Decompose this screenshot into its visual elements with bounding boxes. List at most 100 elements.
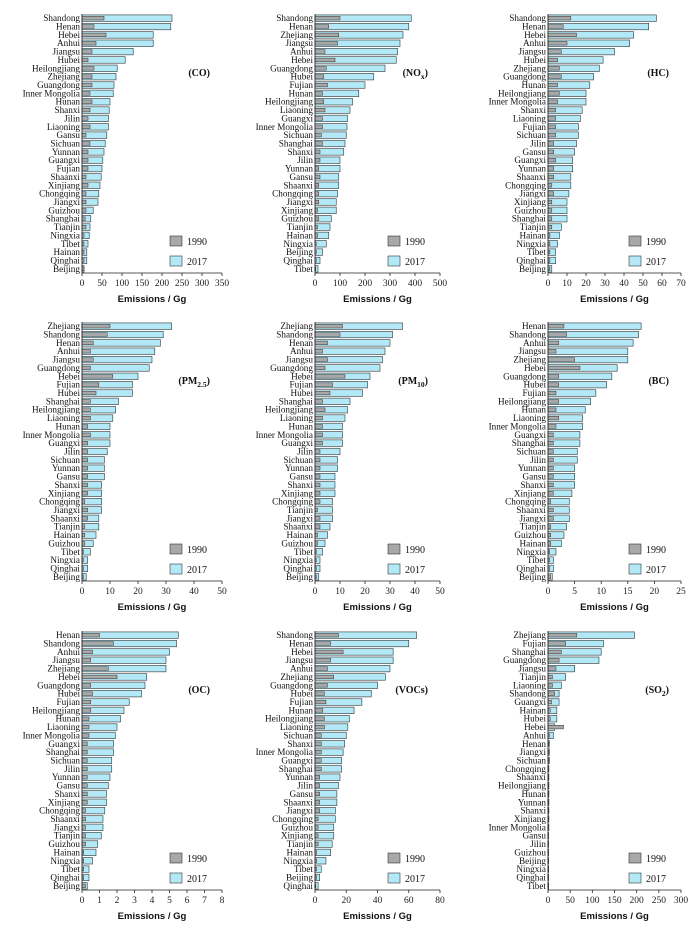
bar-1990 (314, 699, 327, 705)
bar-1990 (547, 683, 553, 688)
category-label: Gansu (57, 781, 81, 791)
bar-1990 (314, 441, 323, 446)
category-label: Hunan (289, 705, 314, 715)
category-label: Shaanxi (516, 172, 546, 182)
category-label: Qinghai (50, 872, 80, 882)
category-label: Shandong (43, 330, 80, 340)
category-label: Shanxi (54, 105, 80, 115)
category-label: Jilin (530, 139, 546, 149)
category-label: Hubei (524, 714, 547, 724)
bar-1990 (314, 66, 327, 71)
x-tick-label: 30 (385, 587, 395, 597)
chart-title-end: ) (666, 685, 669, 696)
bar-1990 (547, 91, 560, 96)
category-label: Chongqing (39, 497, 80, 507)
category-label: Shanghai (279, 396, 314, 406)
category-label: Guangxi (281, 438, 313, 448)
category-label: Henan (522, 739, 546, 749)
bar-1990 (547, 491, 554, 496)
category-label: Hebei (524, 722, 546, 732)
category-label: Shandong (43, 13, 80, 23)
bar-1990 (81, 340, 94, 345)
legend-swatch-1990 (628, 543, 642, 555)
bar-1990 (314, 166, 319, 171)
bar-1990 (314, 683, 328, 688)
category-label: Guangdong (37, 80, 80, 90)
category-label: Yunnan (285, 463, 313, 473)
legend-label-2017: 2017 (646, 874, 666, 885)
category-label: Inner Mongolia (23, 88, 80, 98)
x-tick-label: 50 (97, 279, 107, 289)
chart-title-end: ) (425, 376, 428, 387)
bar-1990 (314, 775, 320, 780)
bar-2017 (314, 848, 331, 856)
category-label: Guangxi (514, 697, 546, 707)
category-label: Sichuan (50, 455, 80, 465)
category-label: Tibet (527, 247, 547, 257)
x-tick-label: 15 (623, 587, 633, 597)
bar-1990 (314, 199, 319, 205)
x-tick-label: 40 (373, 896, 383, 906)
category-label: Fujian (57, 164, 81, 174)
x-tick-label: 20 (581, 279, 591, 289)
category-label: Hebei (524, 30, 546, 40)
bar-2017 (547, 339, 634, 347)
category-label: Zhejiang (47, 664, 80, 674)
x-tick-label: 0 (313, 279, 318, 289)
category-label: Guangxi (514, 430, 546, 440)
chart-panel-8: Shandong Henan Hebei Jiangsu Anhui Zhejiang Gu… (233, 617, 466, 926)
bar-1990 (81, 474, 88, 479)
category-label: Hunan (289, 421, 314, 431)
category-label: Guangdong (37, 363, 80, 373)
bar-1990 (81, 716, 90, 721)
category-label: Sichuan (283, 730, 313, 740)
x-tick-label: 0 (313, 587, 318, 597)
x-tick-label: 30 (161, 587, 171, 597)
category-label: Hebei (291, 55, 313, 65)
category-label: Anhui (57, 346, 80, 356)
legend-label-1990: 1990 (646, 854, 666, 865)
category-label: Heilongjiang (32, 405, 80, 415)
bar-1990 (81, 674, 118, 680)
x-tick-label: 10 (562, 279, 572, 289)
category-label: Ningxia (50, 230, 80, 240)
category-label: Hebei (291, 647, 313, 657)
x-tick-label: 5 (167, 896, 172, 906)
chart-panel-9: Zhejiang Fujian Shanghai Guangdong Jiangsu Ti… (466, 617, 699, 926)
bar-1990 (314, 174, 321, 179)
category-label: Qinghai (516, 872, 546, 882)
bar-1990 (547, 725, 564, 730)
category-label: Guangdong (503, 72, 546, 82)
bar-1990 (547, 158, 556, 163)
category-label: Guizhou (514, 847, 546, 857)
category-label: Jiangsu (518, 664, 546, 674)
category-label: Yunnan (518, 164, 546, 174)
category-label: Chongqing (272, 814, 313, 824)
bar-1990 (547, 432, 554, 437)
chart-svg: HenanShandongAnhuiJiangsuZhejiangHebeiGu… (23, 630, 225, 922)
category-label: Hainan (286, 847, 313, 857)
x-axis-title: Emissions / Gg (118, 294, 187, 305)
category-label: Beijing (53, 264, 80, 274)
category-label: Beijing (519, 264, 546, 274)
category-label: Shanxi (54, 480, 80, 490)
legend-label-2017: 2017 (187, 565, 207, 576)
bar-1990 (81, 532, 86, 538)
category-label: Gansu (290, 789, 314, 799)
category-label: Hebei (58, 371, 80, 381)
bar-1990 (547, 49, 562, 54)
category-label: Jiangxi (519, 513, 546, 523)
bar-1990 (314, 716, 325, 721)
category-label: Hunan (522, 80, 547, 90)
category-label: Gansu (290, 172, 314, 182)
bar-1990 (81, 365, 91, 371)
x-tick-label: 50 (638, 279, 648, 289)
category-label: Guizhou (514, 530, 546, 540)
bar-1990 (81, 57, 89, 63)
bar-1990 (314, 340, 328, 345)
category-label: Hainan (519, 705, 546, 715)
category-label: Hubei (291, 388, 314, 398)
bar-1990 (314, 416, 323, 421)
bar-1990 (81, 524, 86, 529)
category-label: Zhejiang (513, 355, 546, 365)
